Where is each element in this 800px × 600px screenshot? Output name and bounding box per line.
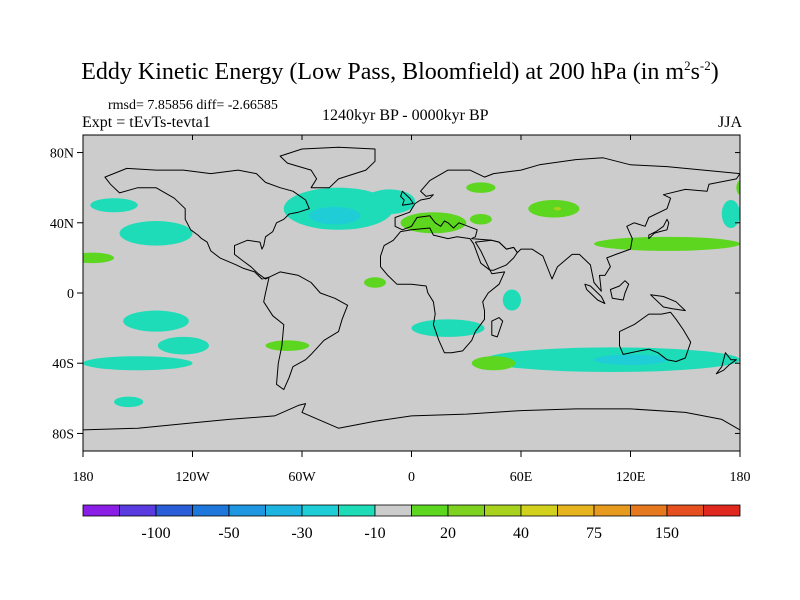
colorbar-label: -50	[218, 525, 239, 542]
anomaly-region-mid-atlantic	[364, 277, 386, 288]
title-superscript-2: -2	[699, 58, 711, 73]
lat-tick-label: 80S	[52, 427, 74, 442]
colorbar-label: 20	[440, 525, 456, 542]
coastline-new-zealand	[715, 352, 737, 375]
colorbar-swatch	[119, 504, 157, 517]
colorbar-swatch	[338, 504, 376, 517]
colorbar-label: -30	[291, 525, 312, 542]
longitude-axis: 180 120W 60W 0 60E 120E 180	[73, 135, 751, 485]
lat-tick-label: 0	[67, 287, 74, 302]
period-label: 1240kyr BP - 0000kyr BP	[322, 107, 489, 124]
latitude-axis: 80N 40N 0 40S 80S	[50, 147, 740, 442]
colorbar-label: 150	[655, 525, 679, 542]
lat-tick-label: 80N	[50, 147, 74, 162]
colorbar: -100 -50 -30 -10 20 40 75 150	[82, 504, 741, 542]
lon-tick-label: 180	[730, 470, 751, 485]
coastline-arabia	[474, 239, 518, 271]
anomaly-region-south-pacific-south	[114, 396, 144, 408]
lat-tick-label: 40S	[52, 357, 74, 372]
title-unit-s: s	[690, 59, 700, 85]
lon-tick-label: 180	[73, 470, 94, 485]
anomaly-region-northeast-pacific-green	[83, 252, 115, 264]
anomaly-regions	[83, 180, 740, 408]
anomaly-region-north-atlantic-east	[364, 189, 416, 214]
colorbar-swatch	[374, 504, 412, 517]
colorbar-swatch	[228, 504, 266, 517]
anomaly-region-central-asia-core	[553, 206, 562, 211]
coastlines	[83, 146, 740, 431]
anomaly-region-central-asia	[528, 199, 580, 218]
colorbar-swatch	[703, 504, 741, 517]
colorbar-swatch	[155, 504, 193, 517]
anomaly-region-southern-ocean-core	[594, 354, 667, 365]
title-superscript-1: 2	[684, 58, 691, 73]
coastline-great-britain	[400, 190, 414, 206]
anomaly-region-north-pacific	[119, 221, 193, 246]
anomaly-region-west-europe-green	[736, 180, 740, 195]
lon-tick-label: 120E	[616, 470, 646, 485]
anomaly-region-south-pacific-mid	[157, 336, 209, 355]
colorbar-label: -10	[364, 525, 385, 542]
colorbar-label: -100	[141, 525, 170, 542]
lon-tick-label: 60W	[288, 470, 316, 485]
colorbar-swatch	[192, 504, 230, 517]
colorbar-label: 40	[513, 525, 529, 542]
anomaly-region-north-atlantic-core	[309, 206, 361, 225]
title-text: Eddy Kinetic Energy (Low Pass, Bloomfiel…	[81, 59, 685, 85]
anomaly-region-northeast-pacific	[90, 198, 138, 213]
stats-label: rmsd= 7.85856 diff= -2.66585	[108, 98, 278, 113]
lon-tick-label: 120W	[175, 470, 210, 485]
anomaly-region-south-pacific-west	[123, 310, 189, 332]
coastline-madagascar	[491, 317, 504, 338]
anomaly-region-southeast-pacific-south-america	[265, 340, 310, 351]
anomaly-region-south-atlantic-south-africa	[411, 319, 485, 337]
lat-tick-label: 40N	[50, 217, 74, 232]
coastline-australia	[619, 311, 692, 362]
colorbar-swatch	[593, 504, 631, 517]
coastline-sumatra	[584, 283, 606, 304]
colorbar-swatch	[265, 504, 303, 517]
colorbar-swatch	[630, 504, 668, 517]
coastline-new-guinea	[650, 294, 686, 312]
coastline-africa	[380, 227, 506, 354]
colorbar-swatch	[411, 504, 449, 517]
plot-title: Eddy Kinetic Energy (Low Pass, Bloomfiel…	[0, 58, 800, 86]
experiment-label: Expt = tEvTs-tevta1	[82, 114, 211, 131]
colorbar-label: 75	[586, 525, 602, 542]
coastline-borneo	[609, 280, 630, 301]
colorbar-swatch	[557, 504, 595, 517]
lon-tick-label: 60E	[510, 470, 533, 485]
anomaly-region-south-indian	[471, 356, 516, 371]
colorbar-swatch	[301, 504, 339, 517]
colorbar-swatch	[484, 504, 522, 517]
anomaly-region-west-indian	[502, 289, 521, 311]
coastline-antarctica	[83, 403, 740, 431]
title-close-paren: )	[710, 59, 719, 85]
colorbar-swatch	[520, 504, 558, 517]
anomaly-region-northwest-pacific	[721, 199, 740, 229]
anomaly-region-caspian	[469, 214, 492, 225]
coastline-greenland	[279, 146, 376, 189]
season-label: JJA	[717, 114, 742, 131]
coastline-japan	[648, 218, 670, 240]
colorbar-swatch	[666, 504, 704, 517]
colorbar-swatch	[82, 504, 120, 517]
coastline-south-america	[263, 271, 349, 391]
map-background	[83, 135, 740, 451]
coastline-north-america	[104, 167, 310, 280]
anomaly-region-south-pacific-east	[83, 356, 193, 371]
lon-tick-label: 0	[408, 470, 415, 485]
colorbar-swatch	[447, 504, 485, 517]
map-area	[82, 134, 741, 452]
anomaly-region-scandinavia	[466, 182, 496, 193]
anomaly-region-east-asia	[594, 236, 740, 251]
coastline-eurasia	[394, 157, 740, 292]
